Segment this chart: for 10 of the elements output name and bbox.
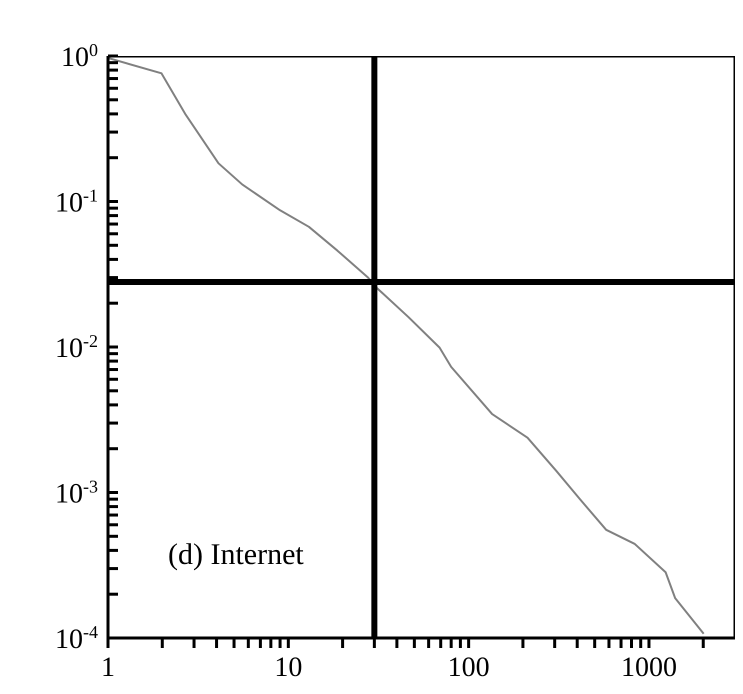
y-tick-label: 10$^{0}$	[61, 40, 98, 73]
x-tick-label: 1000	[620, 652, 677, 683]
annotation: (d) Internet	[168, 538, 304, 572]
x-tick-label: 100	[448, 652, 490, 683]
x-tick-label: 1	[101, 652, 115, 683]
y-tick-label: 10$^{-3}$	[55, 476, 98, 510]
x-tick-label: 10	[274, 652, 302, 683]
y-tick-label: 10$^{-4}$	[55, 622, 98, 655]
y-tick-label: 10$^{-2}$	[55, 331, 98, 364]
y-tick-label: 10$^{-1}$	[55, 186, 98, 218]
